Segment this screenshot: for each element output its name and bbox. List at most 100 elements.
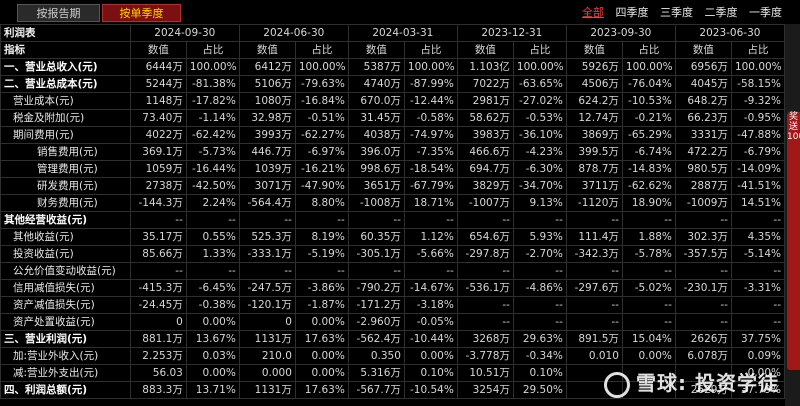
value-cell: -247.5万: [238, 279, 296, 297]
value-cell: -2.960万: [347, 313, 405, 331]
date-header: 2024-03-31: [347, 24, 458, 42]
row-label: 期间费用(元): [0, 126, 131, 144]
ratio-cell: -62.62%: [621, 177, 676, 195]
ratio-cell: 5.93%: [512, 228, 567, 246]
value-cell: 2629万: [674, 381, 732, 399]
value-cell: 399.5万: [565, 143, 623, 161]
value-cell: 670.0万: [347, 92, 405, 110]
value-cell: 0.010: [565, 347, 623, 365]
ratio-header: 占比: [512, 41, 567, 59]
value-cell: 66.23万: [674, 109, 732, 127]
ratio-cell: 29.63%: [512, 330, 567, 348]
table-row: 信用减值损失(元) -415.3万 -6.45% -247.5万 -3.86% -790.…: [0, 279, 786, 297]
table-row: 三、营业利润(元) 881.1万 13.67% 1131万 17.63% -562.4万 -…: [0, 330, 786, 348]
ratio-cell: --: [730, 296, 786, 314]
ratio-cell: 0.03%: [185, 347, 240, 365]
ratio-cell: -58.15%: [730, 75, 786, 93]
promo-text: 1000: [787, 132, 800, 142]
value-cell: 56.03: [129, 364, 187, 382]
ratio-cell: -2.70%: [512, 245, 567, 263]
row-label: 销售费用(元): [0, 143, 131, 161]
value-cell: 111.4万: [565, 228, 623, 246]
value-cell: 624.2万: [565, 92, 623, 110]
value-cell: 302.3万: [674, 228, 732, 246]
value-cell: 883.3万: [129, 381, 187, 399]
value-cell: 891.5万: [565, 330, 623, 348]
value-cell: 3869万: [565, 126, 623, 144]
period-q4[interactable]: 四季度: [615, 6, 649, 19]
period-q3[interactable]: 三季度: [660, 6, 693, 19]
side-promo-banner[interactable]: 奖 送 1000: [787, 112, 800, 370]
table-row: 资产处置收益(元) 0 0.00% 0 0.00% -2.960万 -0.05% -- -- --…: [0, 313, 786, 331]
row-label: 资产减值损失(元): [0, 296, 131, 314]
tab-by-single-quarter[interactable]: 按单季度: [102, 4, 181, 22]
ratio-cell: -62.27%: [294, 126, 349, 144]
ratio-cell: -5.19%: [294, 245, 349, 263]
value-cell: --: [347, 211, 405, 229]
ratio-cell: 8.19%: [294, 228, 349, 246]
watermark: 雪球: 投资学徒: [604, 366, 779, 400]
ratio-cell: -14.09%: [730, 160, 786, 178]
ratio-cell: -17.82%: [185, 92, 240, 110]
value-cell: 4022万: [129, 126, 187, 144]
ratio-cell: -62.42%: [185, 126, 240, 144]
value-cell: --: [238, 262, 296, 280]
table-row: 营业成本(元) 1148万 -17.82% 1080万 -16.84% 670.0万 -12…: [0, 92, 786, 110]
ratio-cell: 13.71%: [185, 381, 240, 399]
ratio-cell: 0.00%: [730, 364, 786, 382]
period-q2[interactable]: 二季度: [704, 6, 738, 19]
value-cell: 1148万: [129, 92, 187, 110]
value-cell: 12.74万: [565, 109, 623, 127]
ratio-cell: -4.23%: [512, 143, 567, 161]
value-cell: 5387万: [347, 58, 405, 76]
row-label: 公允价值变动收益(元): [0, 262, 131, 280]
ratio-cell: -74.97%: [403, 126, 458, 144]
table-row: 其他经营收益(元) -- -- -- -- -- -- -- -- -- -- -- --: [0, 211, 786, 229]
ratio-cell: 0.00%: [185, 364, 240, 382]
ratio-cell: 0.55%: [185, 228, 240, 246]
column-header-row: 指标 数值 占比 数值 占比 数值 占比 数值 占比 数值 占比 数值 占比: [0, 41, 786, 59]
value-cell: --: [456, 211, 514, 229]
value-cell: -230.1万: [674, 279, 732, 297]
row-label: 投资收益(元): [0, 245, 131, 263]
ratio-cell: 0.10%: [512, 364, 567, 382]
ratio-cell: --: [185, 211, 240, 229]
table-row: 管理费用(元) 1059万 -16.44% 1039万 -16.21% 998.6万 -18…: [0, 160, 786, 178]
ratio-cell: -3.31%: [730, 279, 786, 297]
row-label: 三、营业利润(元): [0, 330, 131, 348]
ratio-cell: --: [512, 313, 567, 331]
ratio-cell: --: [621, 313, 676, 331]
value-cell: --: [238, 211, 296, 229]
value-cell: -24.45万: [129, 296, 187, 314]
value-cell: 0.000: [238, 364, 296, 382]
tab-by-report-period[interactable]: 按报告期: [17, 4, 100, 22]
snowball-logo-icon: [604, 371, 630, 398]
value-cell: 2738万: [129, 177, 187, 195]
value-cell: 1.103亿: [456, 58, 514, 76]
period-all[interactable]: 全部: [582, 6, 604, 19]
ratio-cell: --: [294, 211, 349, 229]
value-cell: -305.1万: [347, 245, 405, 263]
indicator-header: 指标: [0, 41, 131, 59]
value-header: 数值: [565, 41, 623, 59]
ratio-cell: -7.35%: [403, 143, 458, 161]
value-cell: 3993万: [238, 126, 296, 144]
ratio-cell: --: [621, 262, 676, 280]
value-cell: --: [129, 262, 187, 280]
period-q1[interactable]: 一季度: [749, 6, 782, 19]
value-cell: 4740万: [347, 75, 405, 93]
table-row: 财务费用(元) -144.3万 2.24% -564.4万 8.80% -1008万 18.…: [0, 194, 786, 212]
value-cell: 1059万: [129, 160, 187, 178]
date-header-row: 利润表 2024-09-30 2024-06-30 2024-03-31 202…: [0, 24, 786, 42]
ratio-cell: -65.29%: [621, 126, 676, 144]
date-header: 2023-09-30: [565, 24, 676, 42]
value-cell: 396.0万: [347, 143, 405, 161]
ratio-cell: -6.45%: [185, 279, 240, 297]
value-cell: 4506万: [565, 75, 623, 93]
value-cell: 1039万: [238, 160, 296, 178]
ratio-cell: 0.00%: [403, 347, 458, 365]
value-cell: 878.7万: [565, 160, 623, 178]
value-cell: --: [129, 211, 187, 229]
ratio-cell: -67.79%: [403, 177, 458, 195]
row-label: 信用减值损失(元): [0, 279, 131, 297]
